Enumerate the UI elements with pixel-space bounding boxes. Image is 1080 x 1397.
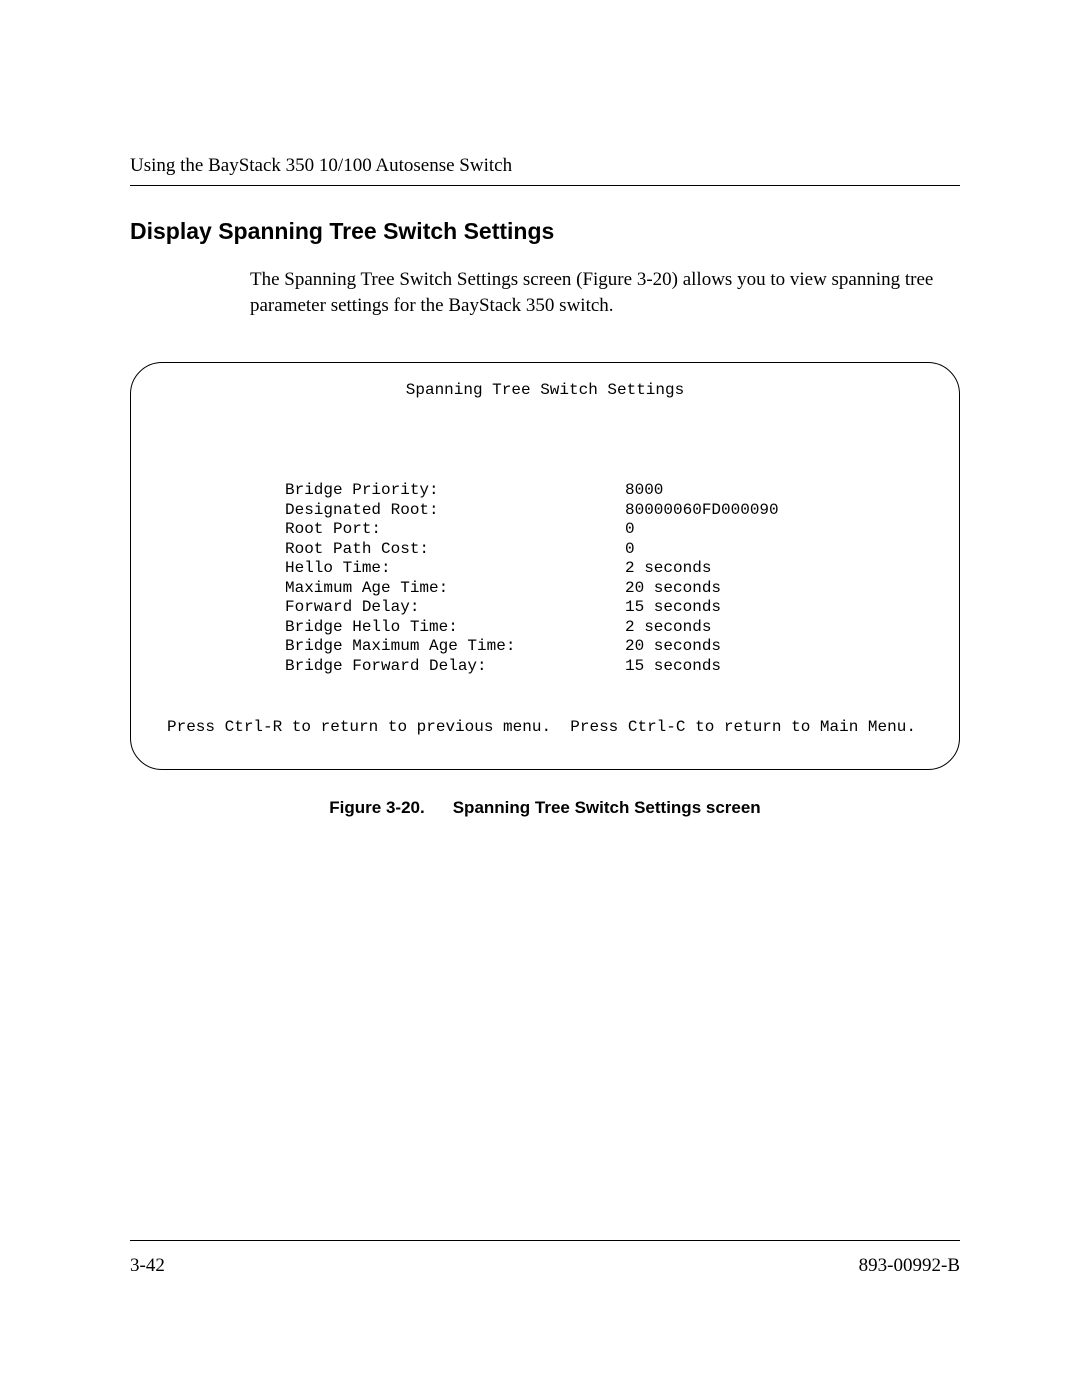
terminal-label: Hello Time: [155,559,625,579]
terminal-row: Root Port:0 [155,520,935,540]
terminal-row: Bridge Hello Time:2 seconds [155,618,935,638]
terminal-value: 2 seconds [625,559,711,579]
terminal-label: Bridge Forward Delay: [155,657,625,677]
doc-number: 893-00992-B [859,1255,960,1277]
section-title: Display Spanning Tree Switch Settings [130,218,960,245]
terminal-value: 80000060FD000090 [625,501,779,521]
terminal-label: Root Path Cost: [155,540,625,560]
terminal-value: 0 [625,520,635,540]
terminal-label: Maximum Age Time: [155,579,625,599]
terminal-row: Hello Time:2 seconds [155,559,935,579]
terminal-row: Bridge Maximum Age Time:20 seconds [155,637,935,657]
section-paragraph: The Spanning Tree Switch Settings screen… [130,267,960,318]
terminal-value: 15 seconds [625,657,721,677]
figure-caption-text: Spanning Tree Switch Settings screen [453,798,761,817]
terminal-title: Spanning Tree Switch Settings [155,381,935,401]
terminal-value: 20 seconds [625,579,721,599]
terminal-value: 2 seconds [625,618,711,638]
terminal-value: 0 [625,540,635,560]
terminal-row: Forward Delay:15 seconds [155,598,935,618]
terminal-label: Designated Root: [155,501,625,521]
terminal-label: Bridge Priority: [155,481,625,501]
terminal-label: Root Port: [155,520,625,540]
terminal-row: Root Path Cost:0 [155,540,935,560]
page: Using the BayStack 350 10/100 Autosense … [0,0,1080,1397]
terminal-value: 8000 [625,481,663,501]
terminal-row: Designated Root:80000060FD000090 [155,501,935,521]
terminal-label: Bridge Hello Time: [155,618,625,638]
figure-number: Figure 3-20. [329,798,424,817]
terminal-footer: Press Ctrl-R to return to previous menu.… [167,718,935,738]
terminal-row: Bridge Priority:8000 [155,481,935,501]
terminal-screen: Spanning Tree Switch Settings Bridge Pri… [130,362,960,770]
terminal-body: Bridge Priority:8000 Designated Root:800… [155,481,935,676]
page-number: 3-42 [130,1255,165,1276]
terminal-label: Bridge Maximum Age Time: [155,637,625,657]
running-header: Using the BayStack 350 10/100 Autosense … [130,155,960,186]
terminal-label: Forward Delay: [155,598,625,618]
page-footer: 3-42 893-00992-B [130,1240,960,1277]
terminal-row: Maximum Age Time:20 seconds [155,579,935,599]
terminal-row: Bridge Forward Delay:15 seconds [155,657,935,677]
figure-caption: Figure 3-20. Spanning Tree Switch Setting… [130,798,960,818]
terminal-value: 20 seconds [625,637,721,657]
terminal-value: 15 seconds [625,598,721,618]
